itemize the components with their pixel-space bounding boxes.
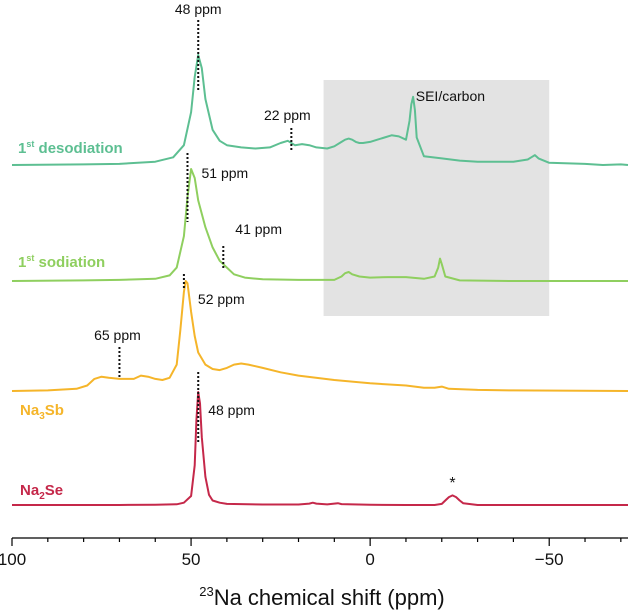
peak-label: * bbox=[449, 475, 455, 492]
spectra-traces bbox=[11, 54, 629, 506]
x-tick-label: 0 bbox=[365, 550, 374, 569]
peak-label: 52 ppm bbox=[198, 291, 245, 307]
x-tick-label: 100 bbox=[0, 550, 26, 569]
peak-label: 41 ppm bbox=[235, 221, 282, 237]
x-tick-label: −50 bbox=[535, 550, 564, 569]
series-label-na3sb: Na3Sb bbox=[20, 402, 64, 422]
series-line-3 bbox=[12, 391, 628, 506]
x-axis-title: 23Na chemical shift (ppm) bbox=[199, 584, 445, 610]
peak-label: 51 ppm bbox=[201, 165, 248, 181]
series-label-desodiation: 1st desodiation bbox=[18, 139, 123, 157]
series-label-na2se: Na2Se bbox=[20, 482, 63, 502]
sei-carbon-label: SEI/carbon bbox=[416, 88, 485, 104]
series-line-1 bbox=[11, 168, 628, 282]
x-tick-label: 50 bbox=[182, 550, 201, 569]
x-axis-ticks: 100 50 0 −50 bbox=[0, 538, 622, 569]
peak-label: 22 ppm bbox=[264, 107, 311, 123]
peak-label: 48 ppm bbox=[208, 402, 255, 418]
peak-label: 48 ppm bbox=[175, 1, 222, 17]
series-line-2 bbox=[11, 280, 629, 392]
series-line-0 bbox=[11, 54, 629, 166]
series-label-sodiation: 1st sodiation bbox=[18, 253, 105, 271]
peak-label: 65 ppm bbox=[94, 327, 141, 343]
peak-markers: 48 ppm 22 ppm 51 ppm 41 ppm 52 ppm 65 ppm 48 p… bbox=[94, 1, 456, 492]
